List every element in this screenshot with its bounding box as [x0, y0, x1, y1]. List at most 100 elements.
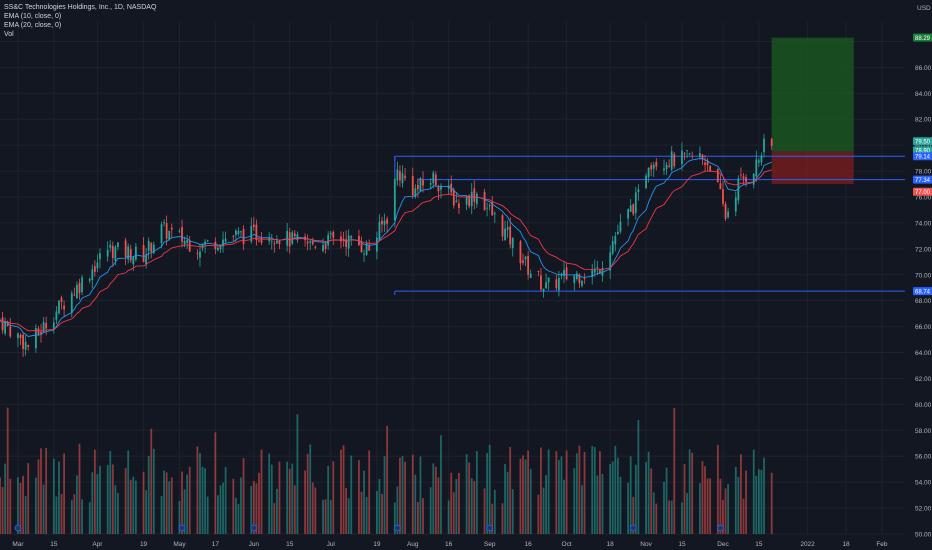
candle-body	[222, 239, 224, 247]
candle-body	[673, 153, 676, 167]
volume-bar	[727, 484, 729, 534]
event-marker-icon	[178, 524, 186, 532]
volume-bar	[629, 456, 632, 534]
candle-body	[522, 260, 524, 263]
legend-vol[interactable]: Vol	[4, 31, 14, 38]
volume-bar	[581, 485, 583, 534]
candle-body	[1, 317, 4, 331]
price-badge-label: 79.50	[915, 139, 931, 145]
candle-body	[342, 238, 345, 241]
price-badge-label: 77.00	[915, 190, 931, 196]
candle-body	[96, 262, 99, 269]
volume-bar	[434, 466, 437, 534]
volume-bar	[234, 497, 237, 534]
x-tick-label: Dec	[717, 541, 729, 548]
volume-bar	[632, 496, 635, 534]
candle-body	[537, 271, 540, 273]
candle-body	[60, 297, 63, 302]
volume-bar	[519, 458, 522, 534]
volume-bar	[45, 447, 48, 534]
volume-bar	[358, 460, 360, 534]
volume-bar	[511, 489, 514, 534]
candle-body	[381, 220, 383, 225]
volume-bar	[291, 463, 294, 534]
candle-body	[632, 204, 635, 215]
volume-bar	[583, 451, 586, 534]
volume-bar	[81, 499, 83, 534]
y-tick-label: 76.00	[915, 194, 932, 201]
price-badge	[913, 287, 932, 296]
volume-bar	[650, 468, 653, 534]
candle-body	[491, 202, 494, 216]
candle-body	[619, 221, 622, 232]
volume-bar	[578, 445, 581, 534]
candle-body	[416, 184, 419, 190]
volume-bar	[252, 480, 255, 534]
volume-bar	[383, 456, 386, 534]
candle-body	[470, 191, 473, 207]
volume-bar	[260, 449, 263, 534]
candle-body	[637, 189, 640, 193]
volume-bar	[542, 487, 545, 534]
candle-body	[165, 223, 168, 239]
volume-bar	[475, 451, 478, 534]
volume-bar	[9, 478, 12, 534]
candle-body	[145, 254, 148, 265]
candle-body	[668, 165, 671, 167]
volume-bar	[509, 446, 512, 534]
volume-bar	[540, 447, 542, 534]
volume-bar	[452, 492, 455, 534]
volume-bar	[117, 492, 119, 534]
x-tick-label: 15	[286, 541, 294, 548]
volume-bar	[329, 500, 332, 534]
volume-bar	[19, 482, 22, 534]
candle-body	[237, 230, 240, 234]
volume-bar	[465, 454, 468, 534]
candle-body	[34, 328, 37, 349]
price-badge	[913, 33, 932, 42]
candle-body	[501, 215, 504, 237]
event-marker-icon	[14, 524, 22, 532]
level-lines	[394, 155, 905, 296]
volume-bar	[437, 477, 440, 534]
candle-body	[327, 234, 330, 246]
volume-bar	[278, 461, 281, 534]
volume-bar	[88, 502, 91, 534]
volume-bar	[537, 494, 540, 534]
candle-body	[63, 305, 65, 310]
volume-bar	[573, 468, 576, 534]
candle-body	[716, 169, 719, 183]
candle-body	[178, 230, 181, 232]
candle-body	[578, 274, 581, 284]
candle-body	[17, 333, 19, 339]
y-tick-label: 60.00	[915, 402, 932, 409]
candle-body	[322, 244, 324, 251]
x-tick-label: Sep	[484, 541, 496, 548]
candle-body	[581, 280, 583, 286]
x-tick-label: 15	[755, 541, 763, 548]
legend-ema20[interactable]: EMA (20, close, 0)	[4, 22, 62, 29]
ema10-line	[0, 158, 772, 337]
volume-bar	[404, 461, 406, 534]
volume-bar	[596, 475, 599, 534]
volume-bar	[219, 485, 222, 534]
candle-body	[404, 175, 406, 179]
volume-bar	[450, 472, 453, 534]
volume-bar	[560, 456, 563, 534]
volume-bar	[645, 462, 647, 534]
candle-body	[686, 150, 688, 151]
x-tick-label: May	[173, 541, 186, 548]
time-axis: Mar 15 Apr 19 May 17 Jun 15 Jul 19 Aug 16 Sep 16 Oct 18…	[12, 541, 888, 548]
candle-body	[493, 213, 496, 215]
x-tick-label: 18	[607, 541, 615, 548]
candle-body	[455, 200, 458, 203]
volume-bar	[360, 491, 363, 534]
volume-bar	[755, 475, 758, 534]
candle-body	[475, 193, 478, 204]
volume-bar	[199, 453, 201, 534]
volume-bar	[547, 449, 550, 534]
volume-bar	[106, 464, 109, 534]
candle-body	[270, 240, 273, 242]
legend-ema10[interactable]: EMA (10, close, 0)	[4, 13, 62, 20]
